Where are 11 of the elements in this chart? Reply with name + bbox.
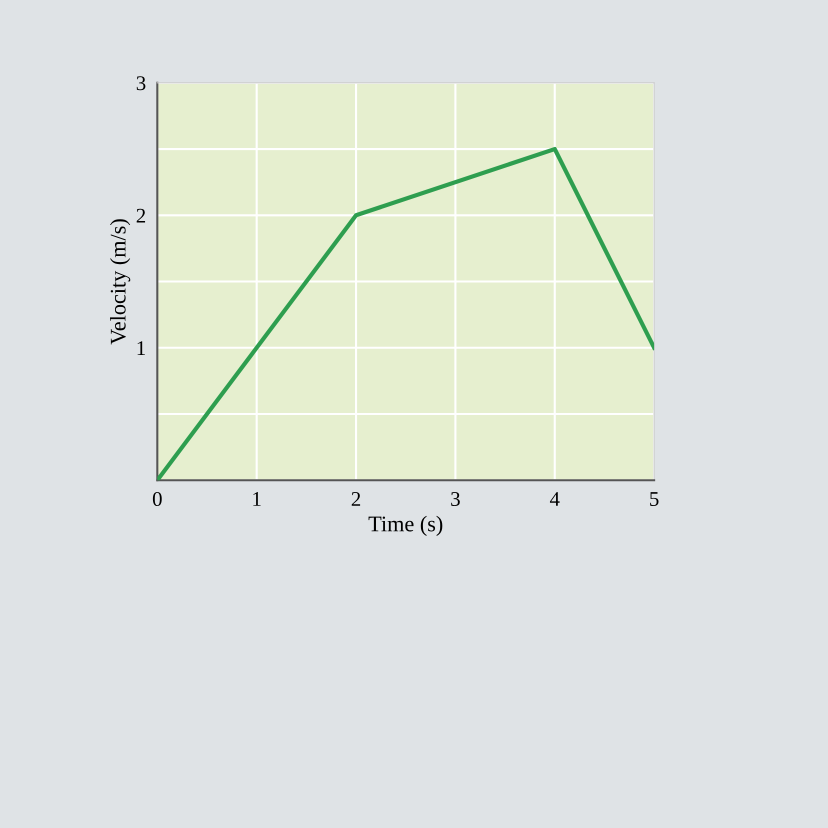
y-tick-label: 2 [136, 208, 146, 223]
y-tick-label: 3 [136, 76, 146, 90]
y-tick-label: 1 [138, 341, 145, 355]
x-axis-title: Time (s) [368, 516, 442, 536]
x-tick-label: 3 [451, 492, 460, 506]
y-axis-title: Velocity (m/s) [110, 219, 130, 345]
x-tick-label: 2 [352, 492, 360, 506]
x-tick-label: 0 [152, 492, 162, 506]
x-tick-label: 4 [550, 492, 560, 506]
x-tick-label: 1 [253, 492, 261, 506]
x-tick-label: 5 [650, 492, 659, 506]
